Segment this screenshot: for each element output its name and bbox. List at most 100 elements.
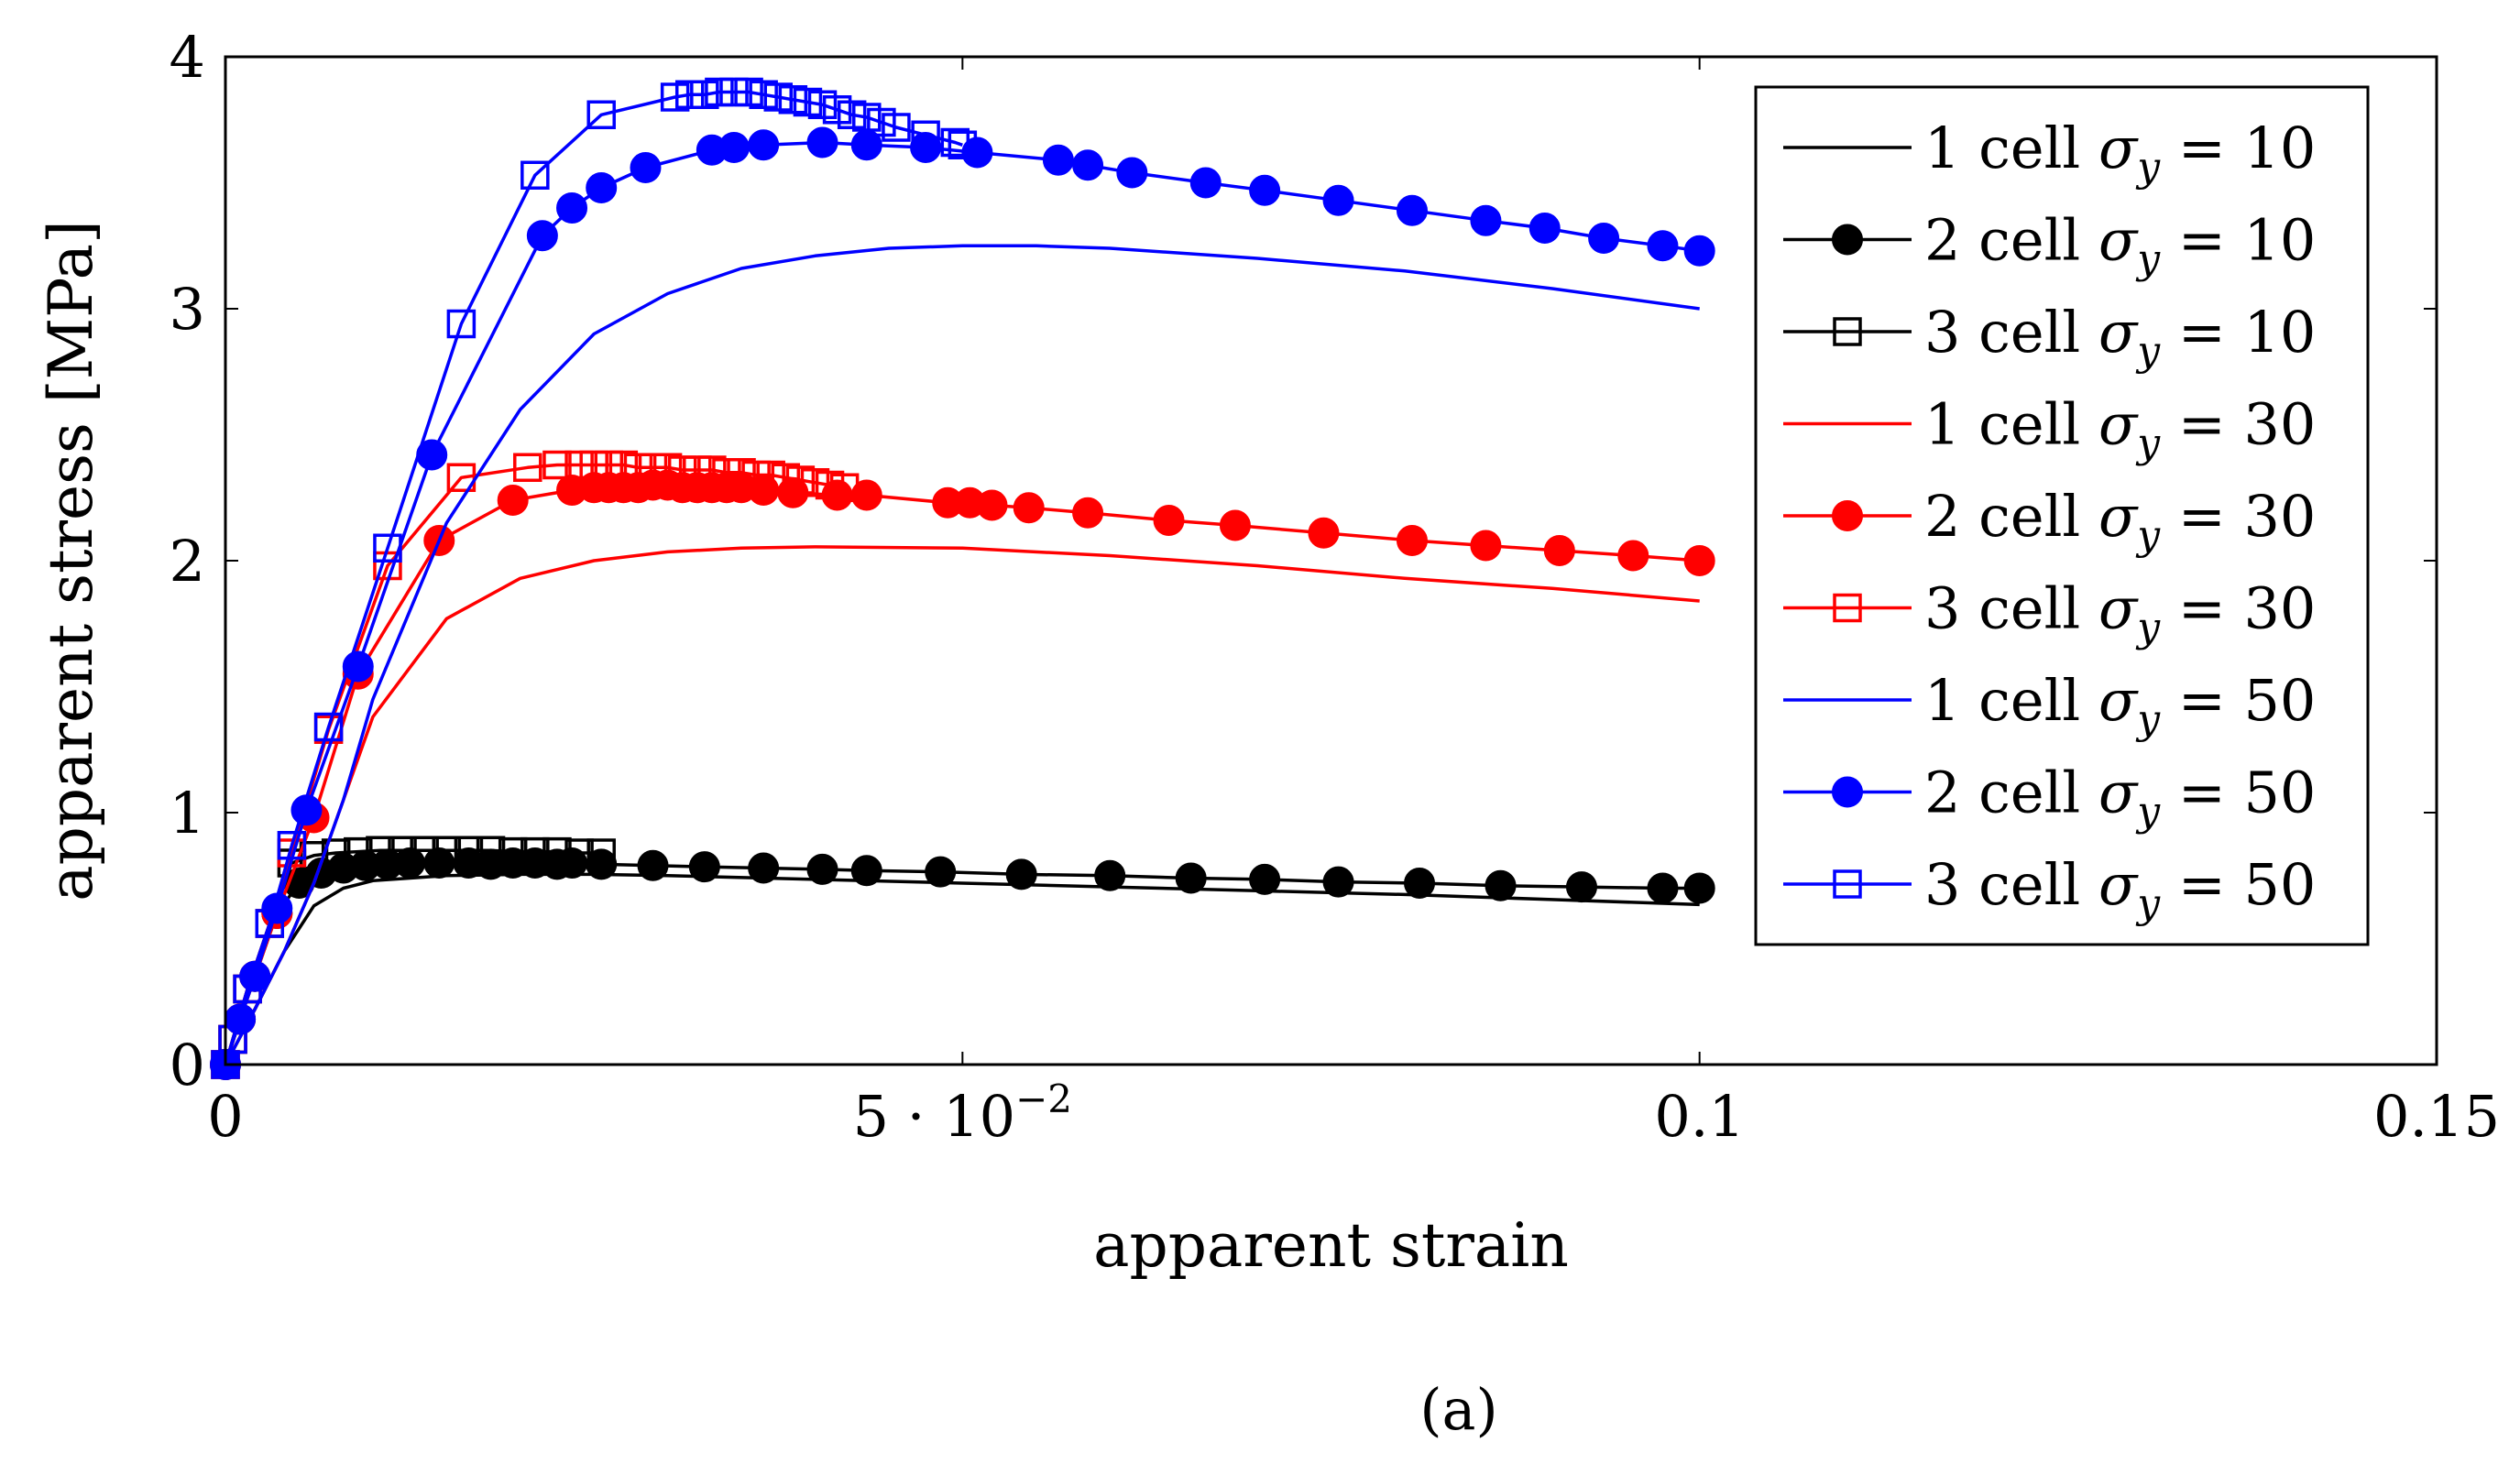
legend-label: 3 cell σy = 30 (1924, 575, 2316, 651)
data-point (233, 974, 262, 1004)
data-point (1175, 862, 1207, 894)
data-point (815, 470, 845, 500)
data-point (688, 851, 720, 883)
data-point (366, 836, 395, 865)
legend-marker (1832, 224, 1863, 256)
data-point (586, 838, 616, 868)
plot-frame (224, 55, 2438, 1066)
data-point (1153, 505, 1185, 536)
x-tick-exponent: −2 (1015, 1076, 1072, 1121)
data-point (1565, 871, 1597, 903)
data-point (756, 460, 785, 490)
data-point (652, 453, 683, 482)
legend-label: 1 cell σy = 50 (1924, 667, 2316, 743)
data-point (806, 853, 838, 885)
series-line (224, 545, 1700, 1065)
data-point (630, 152, 662, 183)
series-8 (210, 126, 1715, 1080)
x-tick-text: 0.15 (2373, 1083, 2500, 1150)
data-point (1683, 545, 1715, 576)
data-point (623, 453, 653, 482)
data-point (1072, 497, 1104, 529)
data-point (1396, 194, 1428, 226)
data-point (748, 852, 780, 884)
legend-marker (1832, 500, 1863, 531)
data-point (388, 836, 417, 865)
x-tick-label: 0.15 (2373, 1083, 2500, 1150)
data-point (961, 137, 993, 169)
data-point (542, 836, 572, 867)
data-point (556, 192, 588, 224)
data-point (690, 80, 719, 109)
data-point (299, 841, 329, 870)
data-point (1094, 859, 1126, 891)
series-1 (224, 872, 1700, 1065)
legend: 1 cell σy = 10 2 cell σy = 10 3 cell σy = … (1754, 85, 2370, 946)
data-point (1396, 525, 1428, 556)
data-point (660, 82, 690, 112)
x-tick-label: 0 (207, 1083, 243, 1150)
data-point (778, 85, 808, 115)
data-point (793, 87, 823, 117)
data-point (1647, 872, 1679, 904)
data-point (520, 160, 550, 190)
legend-entry: 1 cell σy = 30 (1783, 391, 2316, 467)
data-point (255, 909, 285, 938)
data-point (277, 831, 307, 860)
y-tick-label: 2 (170, 528, 205, 595)
y-tick-label: 0 (170, 1032, 205, 1098)
data-point (1013, 492, 1045, 524)
legend-entry: 2 cell σy = 10 (1783, 207, 2316, 283)
legend-entry: 3 cell σy = 10 (1783, 299, 2316, 375)
data-point (1543, 535, 1575, 566)
series-5 (210, 469, 1715, 1080)
data-point (579, 450, 608, 480)
data-point (718, 132, 750, 163)
series-line (224, 872, 1700, 1065)
data-point (586, 172, 618, 203)
legend-entry: 2 cell σy = 30 (1783, 483, 2316, 559)
data-point (674, 80, 705, 109)
legend-entry: 1 cell σy = 10 (1783, 115, 2316, 191)
x-axis-label: apparent strain (1093, 1210, 1569, 1281)
data-point (520, 836, 550, 867)
legend-label: 1 cell σy = 30 (1924, 391, 2316, 467)
data-point (837, 100, 867, 129)
data-point (1528, 213, 1561, 244)
data-point (564, 450, 594, 480)
data-point (446, 309, 477, 339)
figure-caption: (a) (1419, 1376, 1497, 1443)
data-point (763, 82, 793, 112)
legend-marker (1833, 869, 1862, 899)
x-tick-text: 0 (207, 1083, 243, 1150)
y-axis-label: apparent stress [MPa] (36, 220, 106, 901)
y-tick-label: 4 (170, 24, 205, 91)
legend-marker (1833, 593, 1862, 623)
data-point (1485, 869, 1517, 901)
y-tick-label: 1 (170, 780, 205, 847)
data-point (373, 533, 402, 563)
data-point (882, 113, 911, 142)
data-point (446, 463, 477, 492)
series-line (224, 861, 1700, 1065)
data-point (925, 856, 957, 888)
data-point (734, 77, 763, 107)
data-point (976, 489, 1008, 521)
data-point (1322, 866, 1354, 898)
series-9 (211, 77, 978, 1079)
data-point (867, 107, 896, 137)
data-point (1683, 235, 1715, 267)
data-point (344, 836, 373, 867)
data-point (637, 849, 669, 881)
data-point (1042, 144, 1074, 176)
data-point (822, 95, 852, 125)
data-point (712, 458, 741, 487)
data-point (586, 100, 616, 129)
legend-label: 1 cell σy = 10 (1924, 115, 2316, 191)
data-point (806, 126, 838, 158)
data-point (800, 468, 830, 497)
data-point (1219, 509, 1251, 541)
tick-labels: 0 5 · 10−2 0.1 0.15 0 1 2 3 4 (170, 24, 2500, 1150)
data-point (705, 77, 734, 107)
data-point (911, 120, 940, 149)
